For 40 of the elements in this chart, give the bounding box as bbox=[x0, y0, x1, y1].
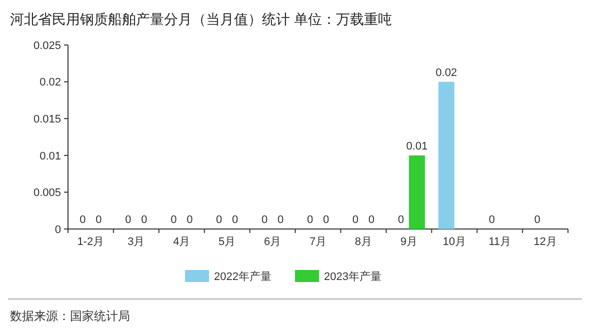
data-label: 0 bbox=[368, 214, 375, 226]
y-tick-label: 0.005 bbox=[33, 187, 61, 200]
data-label: 0 bbox=[141, 214, 148, 226]
x-tick-label: 4月 bbox=[173, 236, 190, 248]
data-label: 0 bbox=[232, 214, 238, 226]
x-tick-label: 1-2月 bbox=[77, 236, 104, 248]
data-label: 0 bbox=[125, 214, 132, 226]
data-label: 0 bbox=[216, 214, 222, 226]
x-tick-label: 6月 bbox=[264, 236, 282, 248]
data-label: 0 bbox=[277, 214, 284, 226]
y-tick-label: 0.01 bbox=[40, 150, 61, 162]
y-tick-label: 0.025 bbox=[33, 40, 61, 52]
x-tick-label: 9月 bbox=[400, 236, 418, 248]
legend-label: 2022年产量 bbox=[214, 270, 272, 283]
data-label: 0 bbox=[186, 214, 193, 226]
data-label: 0 bbox=[534, 214, 540, 226]
data-label: 0 bbox=[488, 214, 495, 226]
data-label: 0 bbox=[261, 214, 268, 226]
data-label: 0 bbox=[306, 214, 314, 226]
x-tick-label: 12月 bbox=[534, 236, 557, 248]
data-label: 0 bbox=[398, 214, 404, 226]
x-tick-label: 3月 bbox=[128, 236, 145, 248]
y-tick-label: 0 bbox=[54, 224, 61, 236]
x-tick-label: 5月 bbox=[218, 236, 236, 248]
data-label: 0.01 bbox=[406, 140, 428, 152]
chart-title: 河北省民用钢质船舶产量分月（当月值）统计 单位：万载重吨 bbox=[10, 11, 392, 27]
x-tick-label: 7月 bbox=[309, 236, 327, 248]
data-label: 0 bbox=[170, 214, 177, 226]
data-label: 0.02 bbox=[436, 66, 458, 79]
data-label: 0 bbox=[352, 214, 359, 226]
y-tick-label: 0.015 bbox=[33, 113, 61, 126]
source-note: 数据来源：国家统计局 bbox=[10, 309, 130, 323]
data-label: 0 bbox=[322, 214, 330, 226]
legend-label: 2023年产量 bbox=[324, 270, 382, 283]
data-label: 0 bbox=[96, 214, 102, 226]
x-tick-label: 8月 bbox=[354, 236, 372, 248]
x-tick-label: 10月 bbox=[442, 236, 466, 248]
y-tick-label: 0.02 bbox=[40, 76, 61, 89]
x-tick-label: 11月 bbox=[488, 236, 512, 248]
data-label: 0 bbox=[80, 214, 86, 226]
